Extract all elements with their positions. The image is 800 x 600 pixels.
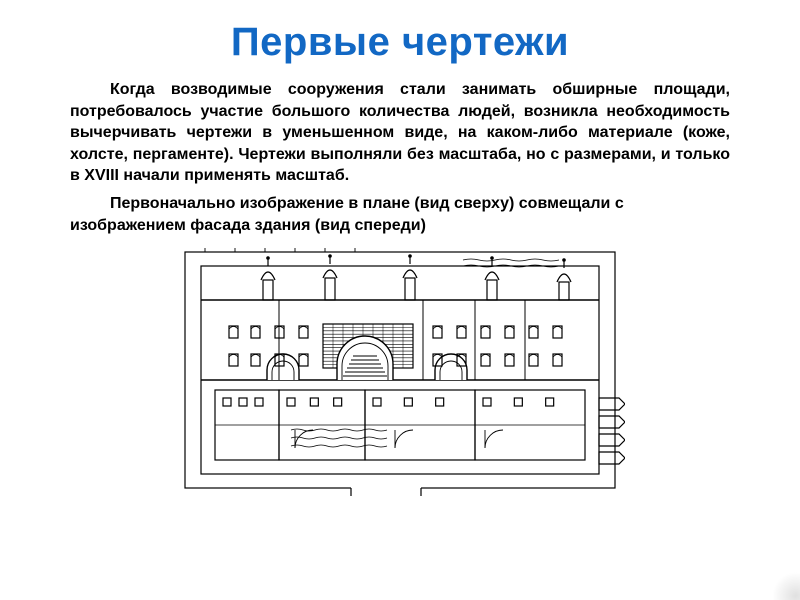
figure-container: [70, 230, 730, 500]
slide: Первые чертежи Когда возводимые сооружен…: [0, 0, 800, 600]
slide-title: Первые чертежи: [70, 20, 730, 65]
drawing-svg: [175, 230, 625, 500]
corner-shadow: [772, 572, 800, 600]
paragraph-1: Когда возводимые сооружения стали занима…: [70, 79, 730, 187]
historical-drawing-figure: [175, 230, 625, 500]
